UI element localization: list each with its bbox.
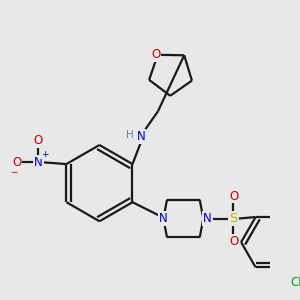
Text: O: O: [230, 190, 239, 202]
Text: +: +: [41, 150, 48, 159]
Text: N: N: [136, 130, 145, 143]
Text: O: O: [151, 48, 160, 61]
Text: O: O: [34, 134, 43, 147]
Text: N: N: [159, 212, 168, 225]
Text: O: O: [12, 156, 21, 169]
Text: N: N: [34, 156, 43, 169]
Text: O: O: [230, 235, 239, 248]
Text: N: N: [203, 212, 212, 225]
Text: Cl: Cl: [290, 276, 300, 289]
Text: H: H: [126, 130, 134, 140]
Text: −: −: [10, 167, 17, 176]
Text: S: S: [229, 212, 237, 225]
